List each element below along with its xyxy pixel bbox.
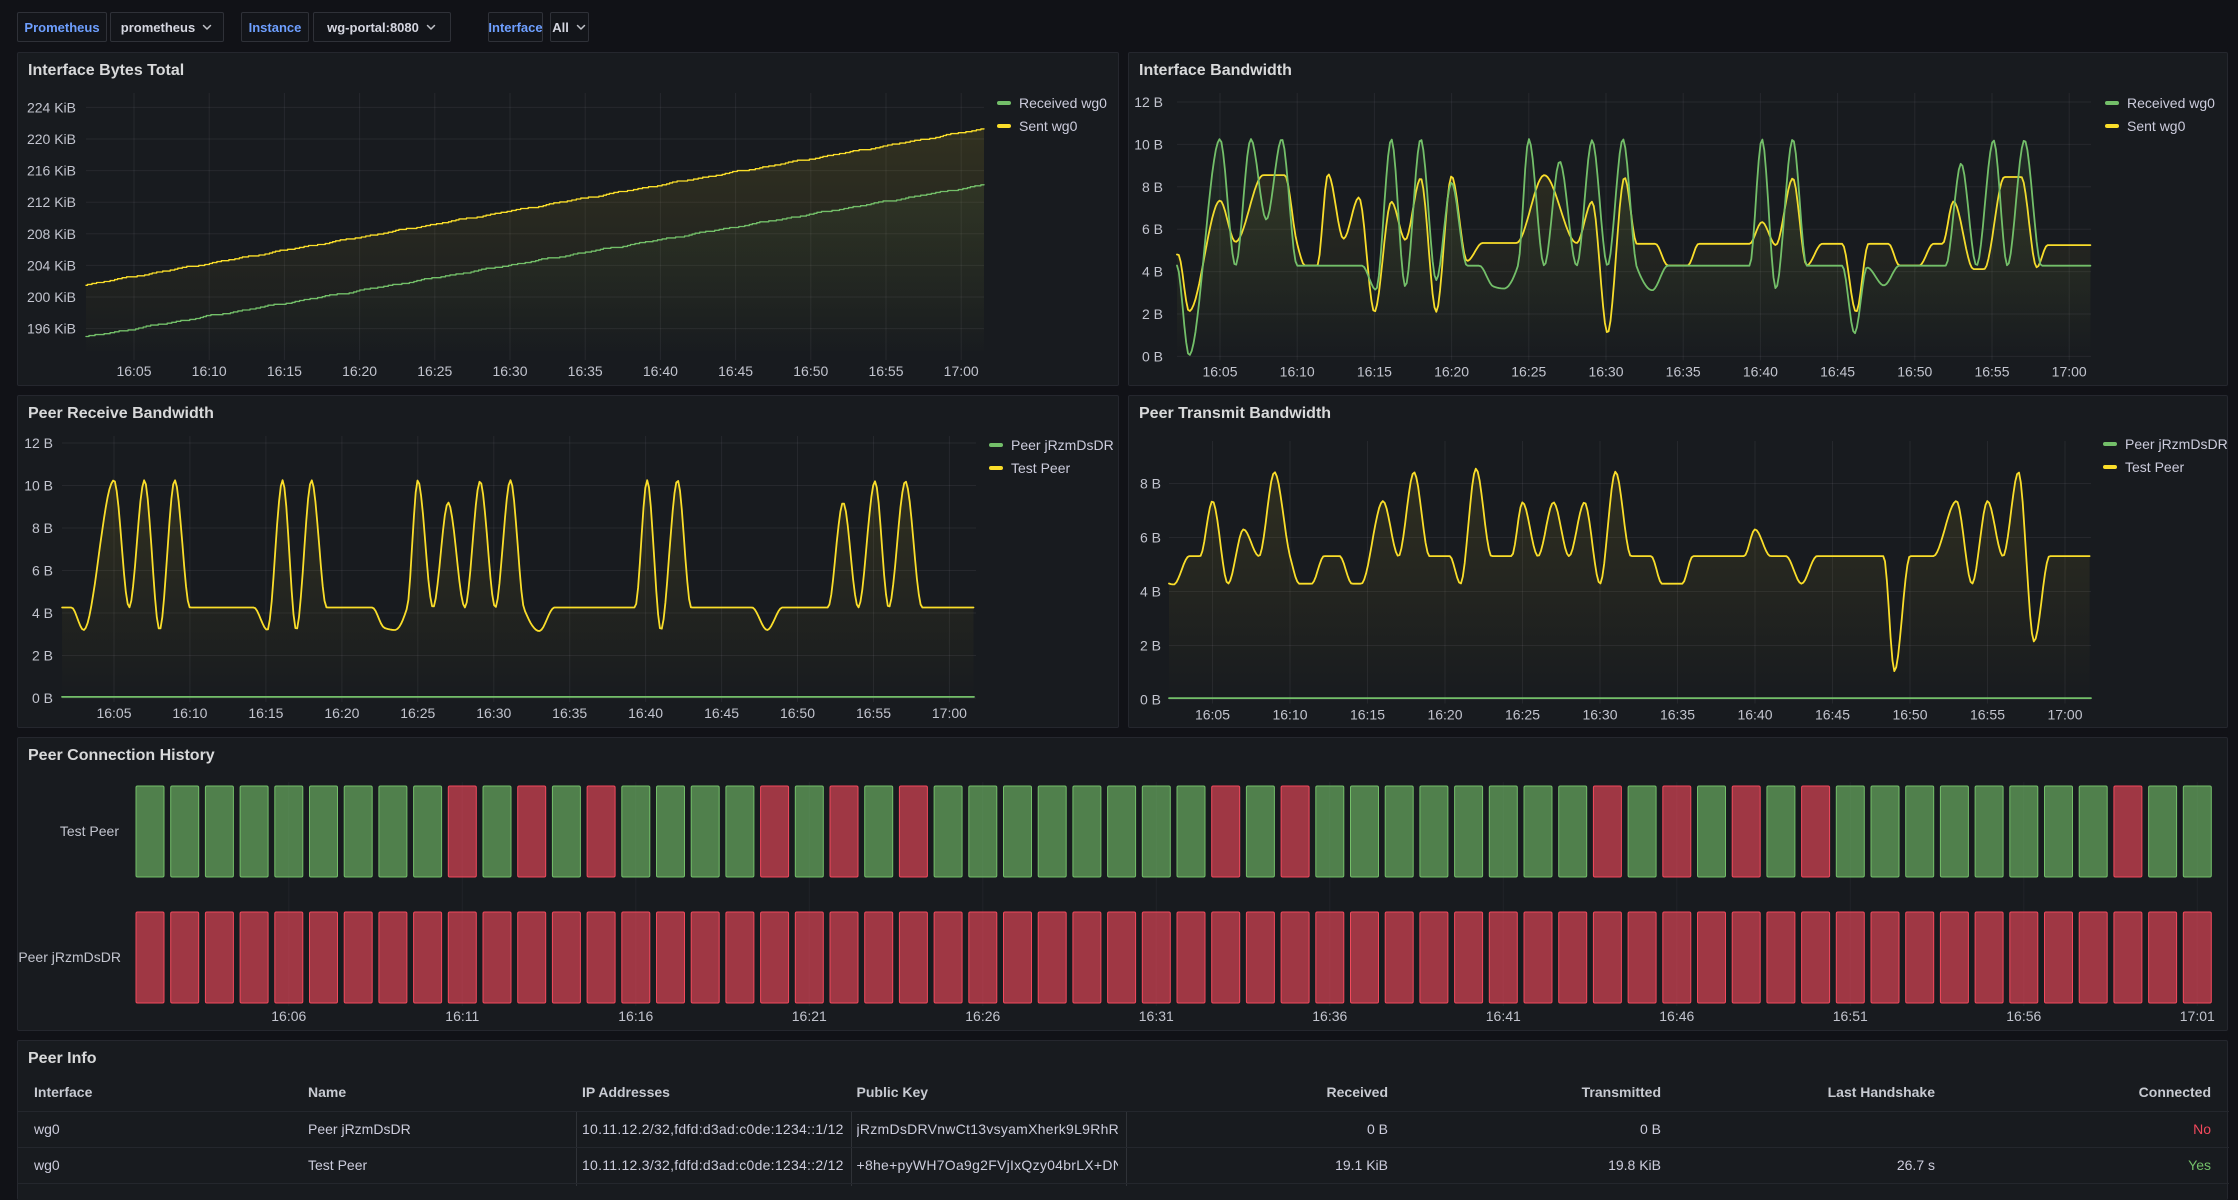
svg-text:16:31: 16:31 xyxy=(1139,1008,1174,1024)
svg-text:2 B: 2 B xyxy=(1142,306,1163,322)
svg-text:16:46: 16:46 xyxy=(1659,1008,1694,1024)
svg-text:17:01: 17:01 xyxy=(2180,1008,2215,1024)
svg-text:16:56: 16:56 xyxy=(2006,1008,2041,1024)
svg-text:16:05: 16:05 xyxy=(96,705,131,721)
svg-text:16:40: 16:40 xyxy=(1743,363,1778,379)
svg-text:Peer jRzmDsDR: Peer jRzmDsDR xyxy=(18,949,121,965)
svg-text:6 B: 6 B xyxy=(1140,530,1161,546)
svg-text:8 B: 8 B xyxy=(1140,476,1161,492)
svg-text:10 B: 10 B xyxy=(24,478,53,494)
svg-text:6 B: 6 B xyxy=(1142,221,1163,237)
svg-text:8 B: 8 B xyxy=(32,520,53,536)
svg-text:16:40: 16:40 xyxy=(1737,707,1772,723)
svg-text:16:30: 16:30 xyxy=(1588,363,1623,379)
svg-text:16:10: 16:10 xyxy=(1280,363,1315,379)
svg-text:16:26: 16:26 xyxy=(965,1008,1000,1024)
svg-text:16:25: 16:25 xyxy=(1511,363,1546,379)
svg-text:0 B: 0 B xyxy=(32,690,53,706)
svg-text:16:50: 16:50 xyxy=(1892,707,1927,723)
svg-text:17:00: 17:00 xyxy=(2052,363,2087,379)
svg-text:16:30: 16:30 xyxy=(492,363,527,379)
svg-text:208 KiB: 208 KiB xyxy=(27,226,76,242)
svg-text:2 B: 2 B xyxy=(1140,638,1161,654)
svg-text:16:11: 16:11 xyxy=(445,1008,479,1024)
svg-text:16:15: 16:15 xyxy=(267,363,302,379)
svg-text:16:21: 16:21 xyxy=(792,1008,827,1024)
svg-text:16:15: 16:15 xyxy=(1350,707,1385,723)
svg-text:16:20: 16:20 xyxy=(324,705,359,721)
svg-text:16:20: 16:20 xyxy=(1434,363,1469,379)
svg-text:16:10: 16:10 xyxy=(1272,707,1307,723)
svg-text:0 B: 0 B xyxy=(1140,692,1161,708)
svg-text:196 KiB: 196 KiB xyxy=(27,321,76,337)
svg-text:16:51: 16:51 xyxy=(1833,1008,1868,1024)
svg-text:16:05: 16:05 xyxy=(1195,707,1230,723)
svg-text:200 KiB: 200 KiB xyxy=(27,289,76,305)
svg-text:16:40: 16:40 xyxy=(643,363,678,379)
svg-text:16:35: 16:35 xyxy=(568,363,603,379)
svg-text:16:40: 16:40 xyxy=(628,705,663,721)
svg-text:220 KiB: 220 KiB xyxy=(27,131,76,147)
svg-text:16:45: 16:45 xyxy=(718,363,753,379)
svg-text:16:25: 16:25 xyxy=(1505,707,1540,723)
svg-text:16:15: 16:15 xyxy=(1357,363,1392,379)
svg-text:4 B: 4 B xyxy=(32,605,53,621)
svg-text:10 B: 10 B xyxy=(1134,136,1163,152)
svg-text:16:41: 16:41 xyxy=(1486,1008,1521,1024)
svg-text:16:10: 16:10 xyxy=(172,705,207,721)
svg-text:216 KiB: 216 KiB xyxy=(27,163,76,179)
svg-text:16:50: 16:50 xyxy=(780,705,815,721)
svg-text:8 B: 8 B xyxy=(1142,179,1163,195)
svg-text:6 B: 6 B xyxy=(32,563,53,579)
svg-text:16:15: 16:15 xyxy=(248,705,283,721)
svg-text:16:05: 16:05 xyxy=(1202,363,1237,379)
svg-text:4 B: 4 B xyxy=(1140,584,1161,600)
svg-text:16:06: 16:06 xyxy=(271,1008,306,1024)
svg-text:16:35: 16:35 xyxy=(552,705,587,721)
svg-text:12 B: 12 B xyxy=(24,435,53,451)
svg-text:212 KiB: 212 KiB xyxy=(27,194,76,210)
svg-text:16:36: 16:36 xyxy=(1312,1008,1347,1024)
svg-text:16:25: 16:25 xyxy=(400,705,435,721)
svg-text:16:50: 16:50 xyxy=(1897,363,1932,379)
svg-text:16:25: 16:25 xyxy=(417,363,452,379)
svg-text:12 B: 12 B xyxy=(1134,94,1163,110)
svg-text:0 B: 0 B xyxy=(1142,348,1163,364)
svg-text:17:00: 17:00 xyxy=(2047,707,2082,723)
svg-text:224 KiB: 224 KiB xyxy=(27,99,76,115)
svg-text:16:05: 16:05 xyxy=(116,363,151,379)
svg-text:16:45: 16:45 xyxy=(1820,363,1855,379)
svg-text:16:30: 16:30 xyxy=(476,705,511,721)
svg-text:16:16: 16:16 xyxy=(618,1008,653,1024)
svg-text:2 B: 2 B xyxy=(32,648,53,664)
svg-text:16:20: 16:20 xyxy=(342,363,377,379)
svg-text:16:45: 16:45 xyxy=(704,705,739,721)
svg-text:4 B: 4 B xyxy=(1142,264,1163,280)
svg-text:Test Peer: Test Peer xyxy=(60,823,119,839)
svg-text:16:55: 16:55 xyxy=(868,363,903,379)
svg-text:16:35: 16:35 xyxy=(1660,707,1695,723)
svg-text:16:45: 16:45 xyxy=(1815,707,1850,723)
svg-text:204 KiB: 204 KiB xyxy=(27,257,76,273)
svg-text:16:30: 16:30 xyxy=(1582,707,1617,723)
svg-text:17:00: 17:00 xyxy=(944,363,979,379)
svg-text:16:20: 16:20 xyxy=(1427,707,1462,723)
svg-text:16:55: 16:55 xyxy=(856,705,891,721)
svg-text:17:00: 17:00 xyxy=(932,705,967,721)
svg-text:16:55: 16:55 xyxy=(1970,707,2005,723)
svg-text:16:50: 16:50 xyxy=(793,363,828,379)
svg-text:16:35: 16:35 xyxy=(1666,363,1701,379)
svg-text:16:55: 16:55 xyxy=(1974,363,2009,379)
svg-text:16:10: 16:10 xyxy=(192,363,227,379)
